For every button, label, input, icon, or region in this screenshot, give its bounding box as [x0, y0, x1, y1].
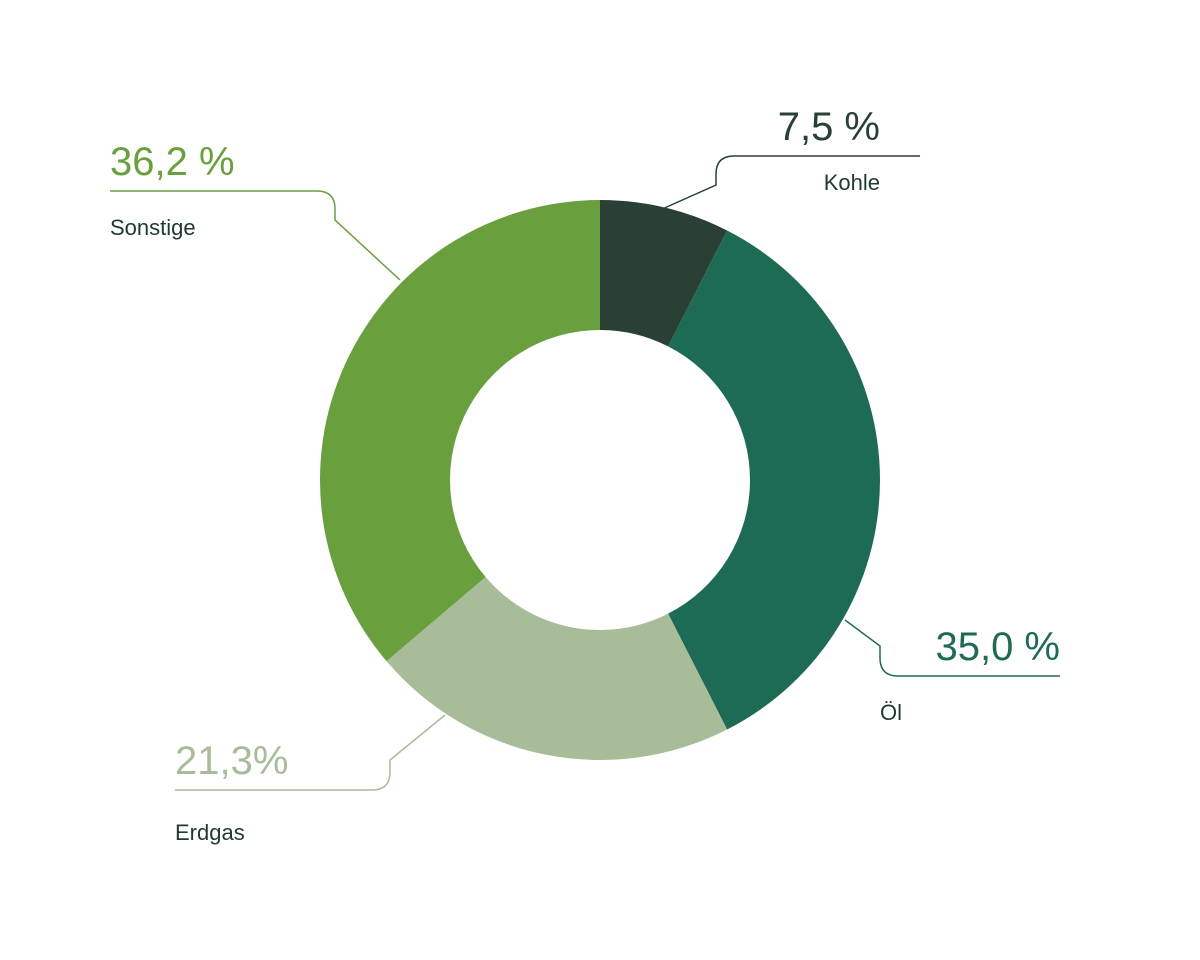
- slice-sonstige: [320, 200, 600, 661]
- donut-slices: [320, 200, 880, 760]
- pct-label-kohle: 7,5 %: [778, 105, 880, 149]
- donut-chart: 7,5 % Kohle 35,0 % Öl 21,3% Erdgas 36,2 …: [0, 0, 1200, 960]
- pct-label-erdgas: 21,3%: [175, 739, 288, 783]
- name-label-oel: Öl: [880, 700, 902, 725]
- slice-oel: [668, 231, 880, 730]
- leader-kohle: [660, 156, 920, 210]
- name-label-sonstige: Sonstige: [110, 215, 196, 240]
- pct-label-sonstige: 36,2 %: [110, 140, 235, 184]
- name-label-kohle: Kohle: [824, 170, 880, 195]
- name-label-erdgas: Erdgas: [175, 820, 245, 845]
- pct-label-oel: 35,0 %: [935, 625, 1060, 669]
